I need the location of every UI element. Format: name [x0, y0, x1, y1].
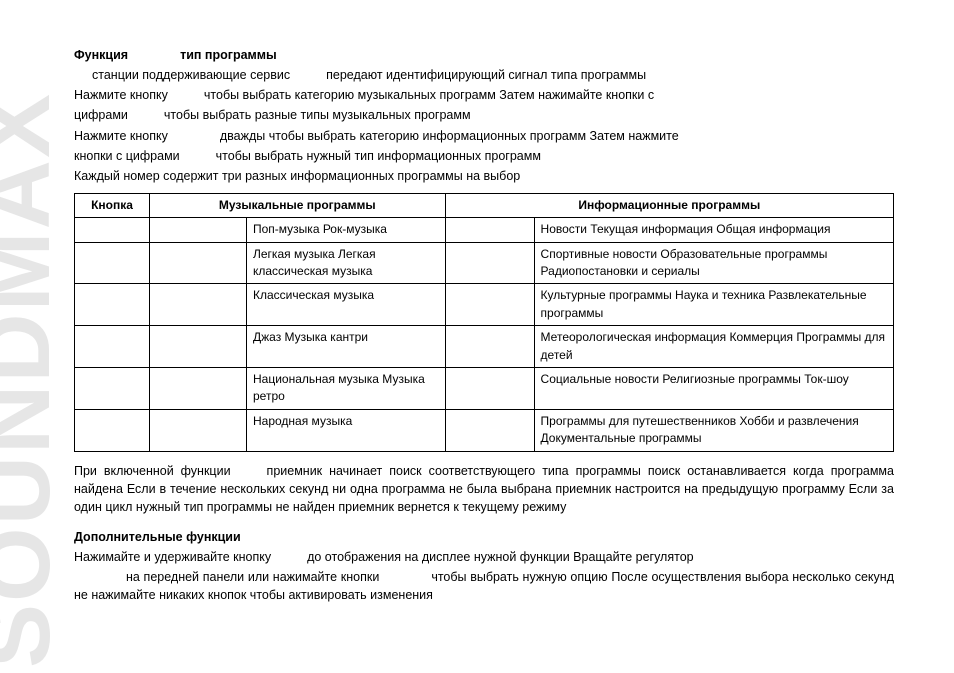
- table-row: Национальная музыка Музыка ретро Социаль…: [75, 368, 894, 410]
- p5: кнопки с цифрамичтобы выбрать нужный тип…: [74, 147, 894, 165]
- section-title-1: Функциятип программы: [74, 46, 894, 64]
- table-row: Народная музыка Программы для путешестве…: [75, 409, 894, 451]
- p2: Нажмите кнопкучтобы выбрать категорию му…: [74, 86, 894, 104]
- table-row: Джаз Музыка кантри Метеорологическая инф…: [75, 326, 894, 368]
- table-row: Поп-музыка Рок-музыка Новости Текущая ин…: [75, 218, 894, 242]
- th-music: Музыкальные программы: [150, 193, 446, 217]
- table-row: Классическая музыка Культурные программы…: [75, 284, 894, 326]
- p1: станции поддерживающие сервиспередают ид…: [74, 66, 894, 84]
- document-body: Функциятип программы станции поддерживаю…: [0, 0, 954, 604]
- section-title-2: Дополнительные функции: [74, 528, 894, 546]
- p7: При включенной функцииприемник начинает …: [74, 462, 894, 516]
- p8: Нажимайте и удерживайте кнопкудо отображ…: [74, 548, 894, 566]
- p6: Каждый номер содержит три разных информа…: [74, 167, 894, 185]
- th-button: Кнопка: [75, 193, 150, 217]
- p9: на передней панели или нажимайте кнопкич…: [74, 568, 894, 604]
- p3: цифрамичтобы выбрать разные типы музыкал…: [74, 106, 894, 124]
- pty-table: Кнопка Музыкальные программы Информацион…: [74, 193, 894, 452]
- table-header-row: Кнопка Музыкальные программы Информацион…: [75, 193, 894, 217]
- th-info: Информационные программы: [445, 193, 893, 217]
- table-row: Легкая музыка Легкая классическая музыка…: [75, 242, 894, 284]
- p4: Нажмите кнопкудважды чтобы выбрать катег…: [74, 127, 894, 145]
